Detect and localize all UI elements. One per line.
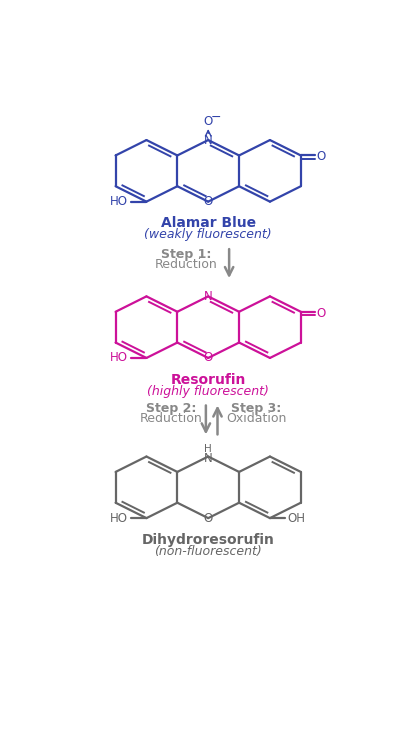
- Text: −: −: [211, 110, 221, 124]
- Text: Reduction: Reduction: [155, 257, 218, 271]
- Text: O: O: [204, 115, 213, 128]
- Text: O: O: [204, 352, 213, 364]
- Text: Step 3:: Step 3:: [231, 402, 281, 416]
- Text: Reduction: Reduction: [140, 413, 202, 425]
- Text: N: N: [204, 452, 212, 464]
- Text: Oxidation: Oxidation: [226, 413, 287, 425]
- Text: HO: HO: [110, 512, 128, 524]
- Text: HO: HO: [110, 195, 128, 208]
- Text: O: O: [204, 512, 213, 524]
- Text: O: O: [316, 151, 326, 164]
- Text: H: H: [204, 444, 212, 454]
- Text: Dihydroresorufin: Dihydroresorufin: [142, 532, 275, 547]
- Text: (weakly fluorescent): (weakly fluorescent): [144, 228, 272, 242]
- Text: O: O: [316, 307, 326, 320]
- Text: Step 2:: Step 2:: [146, 402, 196, 416]
- Text: Step 1:: Step 1:: [161, 248, 212, 260]
- Text: (highly fluorescent): (highly fluorescent): [147, 385, 269, 398]
- Text: (non-fluorescent): (non-fluorescent): [154, 544, 262, 558]
- Text: N: N: [204, 134, 212, 146]
- Text: Resorufin: Resorufin: [171, 373, 246, 386]
- Text: O: O: [204, 195, 213, 208]
- Text: Alamar Blue: Alamar Blue: [161, 216, 256, 230]
- Text: OH: OH: [287, 512, 305, 524]
- Text: HO: HO: [110, 352, 128, 364]
- Text: N: N: [204, 290, 212, 303]
